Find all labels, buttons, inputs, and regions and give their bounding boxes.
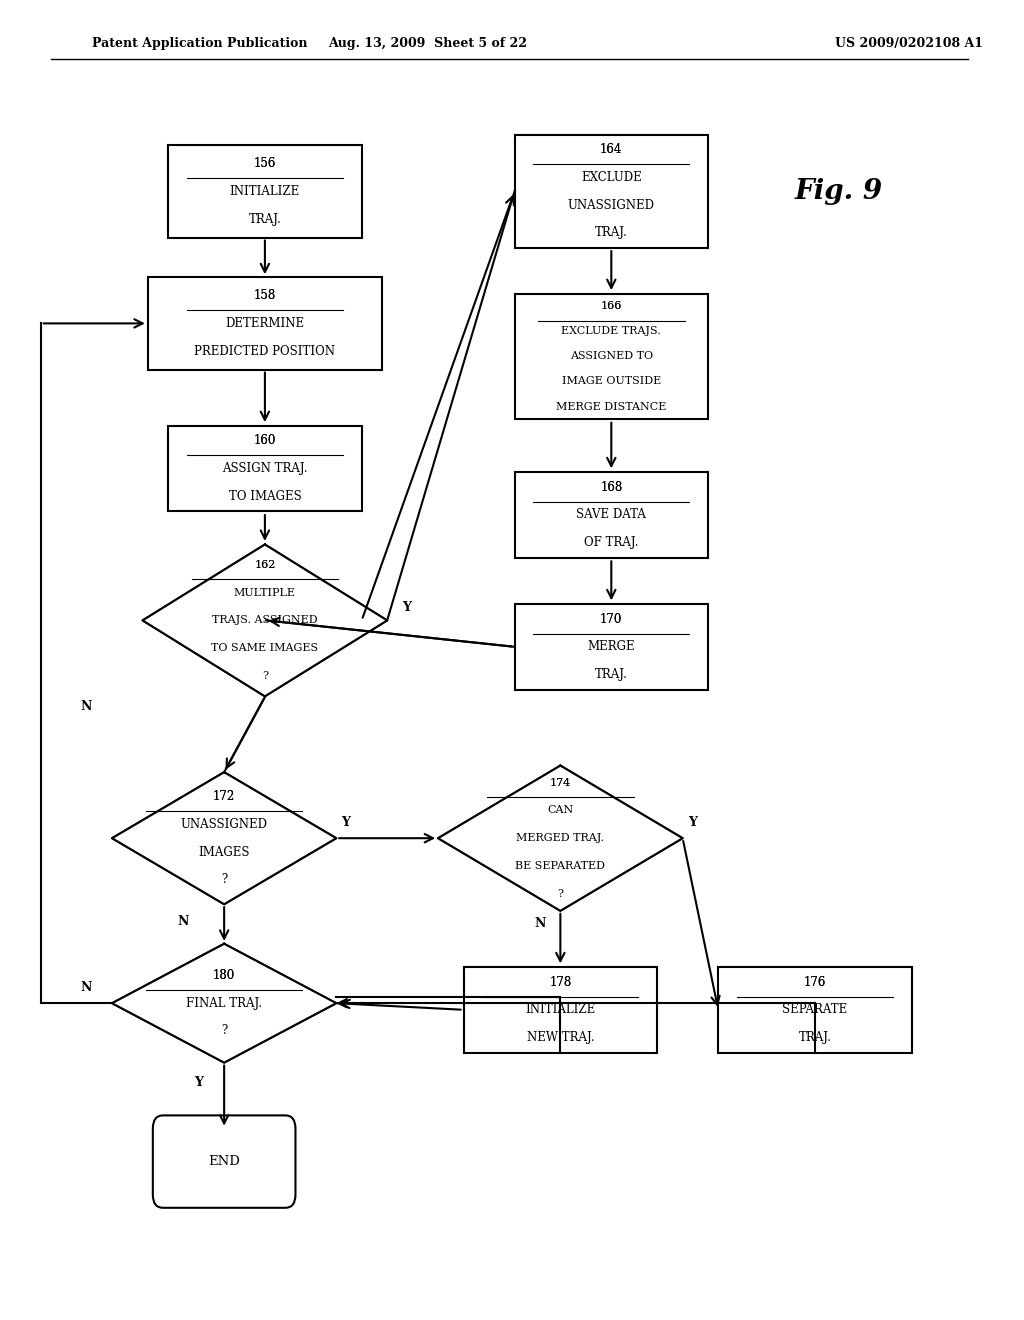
Text: TO IMAGES: TO IMAGES bbox=[228, 490, 301, 503]
Text: 156: 156 bbox=[254, 157, 276, 170]
Text: 180: 180 bbox=[213, 969, 236, 982]
Text: 176: 176 bbox=[804, 975, 826, 989]
Text: 180: 180 bbox=[213, 969, 236, 982]
Text: Y: Y bbox=[195, 1076, 203, 1089]
Text: FINAL TRAJ.: FINAL TRAJ. bbox=[186, 997, 262, 1010]
Text: US 2009/0202108 A1: US 2009/0202108 A1 bbox=[836, 37, 983, 50]
Text: PREDICTED POSITION: PREDICTED POSITION bbox=[195, 345, 336, 358]
Text: OF TRAJ.: OF TRAJ. bbox=[584, 536, 639, 549]
Text: TRAJ.: TRAJ. bbox=[595, 227, 628, 239]
Text: 170: 170 bbox=[600, 612, 623, 626]
Text: EXCLUDE: EXCLUDE bbox=[581, 172, 642, 183]
Text: 172: 172 bbox=[213, 791, 236, 803]
Text: BE SEPARATED: BE SEPARATED bbox=[515, 861, 605, 871]
Text: 178: 178 bbox=[549, 975, 571, 989]
Text: 170: 170 bbox=[600, 612, 623, 626]
Text: SAVE DATA: SAVE DATA bbox=[577, 508, 646, 521]
Text: Fig. 9: Fig. 9 bbox=[795, 178, 883, 205]
Text: N: N bbox=[178, 915, 189, 928]
Text: 176: 176 bbox=[804, 975, 826, 989]
Text: TRAJ.: TRAJ. bbox=[595, 668, 628, 681]
Text: 164: 164 bbox=[600, 144, 623, 156]
Text: INITIALIZE: INITIALIZE bbox=[229, 185, 300, 198]
Text: DETERMINE: DETERMINE bbox=[225, 317, 304, 330]
Text: END: END bbox=[208, 1155, 240, 1168]
Text: TRAJS. ASSIGNED: TRAJS. ASSIGNED bbox=[212, 615, 317, 626]
Text: ?: ? bbox=[557, 888, 563, 899]
Text: 166: 166 bbox=[601, 301, 622, 312]
Text: MERGE DISTANCE: MERGE DISTANCE bbox=[556, 401, 667, 412]
Text: MULTIPLE: MULTIPLE bbox=[233, 587, 296, 598]
Text: MERGE: MERGE bbox=[588, 640, 635, 653]
FancyBboxPatch shape bbox=[514, 294, 709, 420]
Text: Y: Y bbox=[341, 816, 350, 829]
Text: NEW TRAJ.: NEW TRAJ. bbox=[526, 1031, 594, 1044]
FancyBboxPatch shape bbox=[718, 966, 911, 1053]
Text: ?: ? bbox=[221, 874, 227, 886]
Text: 160: 160 bbox=[254, 434, 276, 447]
Text: 178: 178 bbox=[549, 975, 571, 989]
Text: Aug. 13, 2009  Sheet 5 of 22: Aug. 13, 2009 Sheet 5 of 22 bbox=[329, 37, 527, 50]
Text: IMAGE OUTSIDE: IMAGE OUTSIDE bbox=[562, 376, 660, 387]
Text: Y: Y bbox=[688, 816, 696, 829]
Text: 174: 174 bbox=[550, 777, 571, 788]
Text: 156: 156 bbox=[254, 157, 276, 170]
Text: ASSIGNED TO: ASSIGNED TO bbox=[569, 351, 653, 362]
Text: UNASSIGNED: UNASSIGNED bbox=[180, 818, 267, 830]
Text: EXCLUDE TRAJS.: EXCLUDE TRAJS. bbox=[561, 326, 662, 337]
Text: N: N bbox=[80, 981, 92, 994]
FancyBboxPatch shape bbox=[147, 277, 382, 370]
Text: INITIALIZE: INITIALIZE bbox=[525, 1003, 596, 1016]
FancyBboxPatch shape bbox=[514, 135, 709, 248]
Text: TRAJ.: TRAJ. bbox=[799, 1031, 831, 1044]
Polygon shape bbox=[112, 944, 336, 1063]
Text: CAN: CAN bbox=[547, 805, 573, 816]
Polygon shape bbox=[438, 766, 683, 911]
Text: 168: 168 bbox=[600, 480, 623, 494]
Text: 160: 160 bbox=[254, 434, 276, 447]
Text: ?: ? bbox=[262, 671, 268, 681]
FancyBboxPatch shape bbox=[153, 1115, 296, 1208]
Text: TO SAME IMAGES: TO SAME IMAGES bbox=[211, 643, 318, 653]
Text: 164: 164 bbox=[600, 144, 623, 156]
Polygon shape bbox=[142, 544, 387, 697]
Text: SEPARATE: SEPARATE bbox=[782, 1003, 848, 1016]
FancyBboxPatch shape bbox=[514, 471, 709, 557]
FancyBboxPatch shape bbox=[168, 145, 361, 238]
Polygon shape bbox=[112, 772, 336, 904]
Text: IMAGES: IMAGES bbox=[199, 846, 250, 858]
FancyBboxPatch shape bbox=[168, 425, 361, 511]
Text: MERGED TRAJ.: MERGED TRAJ. bbox=[516, 833, 604, 843]
Text: N: N bbox=[535, 917, 546, 931]
Text: 166: 166 bbox=[601, 301, 622, 312]
FancyBboxPatch shape bbox=[464, 966, 657, 1053]
Text: 174: 174 bbox=[550, 777, 571, 788]
FancyBboxPatch shape bbox=[514, 605, 709, 689]
Text: Patent Application Publication: Patent Application Publication bbox=[92, 37, 307, 50]
Text: 162: 162 bbox=[254, 560, 275, 570]
Text: 168: 168 bbox=[600, 480, 623, 494]
Text: TRAJ.: TRAJ. bbox=[249, 213, 282, 226]
Text: 172: 172 bbox=[213, 791, 236, 803]
Text: ASSIGN TRAJ.: ASSIGN TRAJ. bbox=[222, 462, 307, 475]
Text: Y: Y bbox=[402, 601, 412, 614]
Text: 158: 158 bbox=[254, 289, 276, 302]
Text: 158: 158 bbox=[254, 289, 276, 302]
Text: N: N bbox=[81, 700, 92, 713]
Text: 162: 162 bbox=[254, 560, 275, 570]
Text: ?: ? bbox=[221, 1024, 227, 1038]
Text: UNASSIGNED: UNASSIGNED bbox=[568, 199, 654, 211]
